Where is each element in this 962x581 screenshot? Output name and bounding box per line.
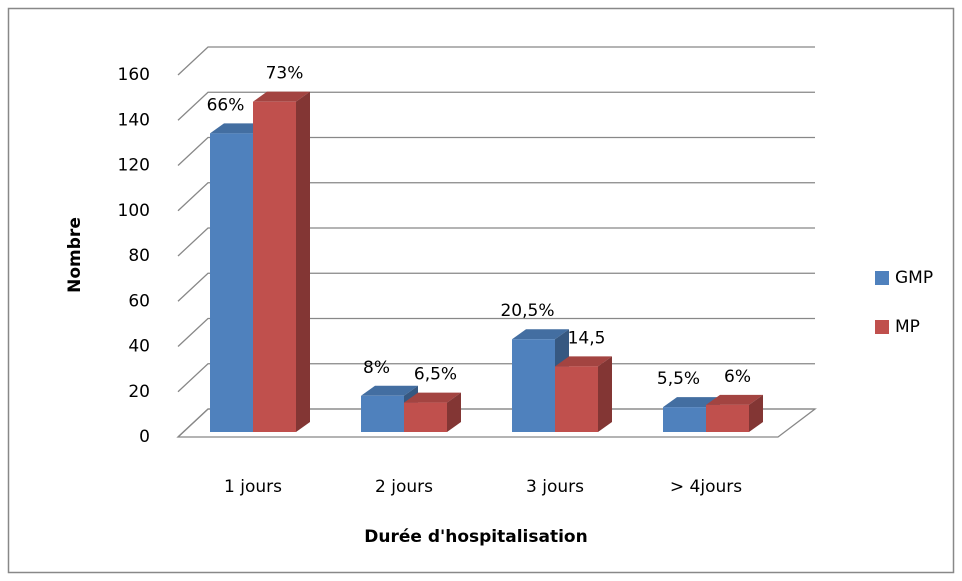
bar-top (663, 397, 720, 408)
y-tick-label: 0 (139, 427, 150, 447)
y-tick-label: 80 (128, 246, 150, 266)
data-label: 73% (266, 64, 304, 84)
bar (253, 101, 296, 433)
bar-top (253, 91, 310, 102)
y-axis-title: Nombre (65, 217, 85, 293)
bar (210, 133, 253, 432)
legend-label: GMP (895, 268, 933, 288)
bar-side (447, 392, 461, 432)
data-label: 14,5 (568, 328, 606, 348)
bar (555, 366, 598, 432)
grid-line (177, 136, 815, 166)
bar-top (706, 394, 763, 405)
bar (404, 402, 447, 432)
data-label: 66% (207, 95, 245, 115)
y-tick-label: 20 (128, 382, 150, 402)
y-tick-label: 60 (128, 291, 150, 311)
data-label: 5,5% (657, 369, 700, 389)
bar-top (512, 329, 569, 340)
bar (706, 404, 749, 432)
grid-line (177, 182, 815, 212)
grid-line (177, 363, 815, 393)
x-axis-title: Durée d'hospitalisation (364, 527, 587, 547)
legend-label: MP (895, 317, 920, 337)
data-label: 6,5% (414, 365, 457, 385)
y-tick-label: 40 (128, 337, 150, 357)
grid-line (177, 227, 815, 257)
x-tick-label: 2 jours (375, 477, 433, 497)
bar-top (404, 392, 461, 403)
data-label: 8% (363, 358, 390, 378)
x-tick-label: 1 jours (224, 477, 282, 497)
bar-side (598, 356, 612, 432)
grid-line (177, 46, 815, 76)
y-tick-label: 140 (118, 110, 150, 130)
bar-top (361, 385, 418, 396)
grid-line (177, 272, 815, 302)
legend-swatch (875, 320, 889, 334)
bar (512, 339, 555, 432)
y-tick-label: 120 (118, 156, 150, 176)
legend-swatch (875, 271, 889, 285)
x-tick-label: > 4jours (670, 477, 742, 497)
bar (361, 395, 404, 432)
bar-side (296, 91, 310, 433)
y-tick-label: 160 (118, 65, 150, 85)
bar-top (555, 356, 612, 367)
y-tick-label: 100 (118, 201, 150, 221)
grid-line (177, 408, 815, 438)
bar-side (749, 394, 763, 432)
data-label: 6% (724, 367, 751, 387)
data-label: 20,5% (500, 301, 554, 321)
bar-top (210, 123, 267, 134)
x-tick-label: 3 jours (526, 477, 584, 497)
grid-line (177, 91, 815, 121)
grid-line (177, 317, 815, 347)
bar (663, 407, 706, 432)
